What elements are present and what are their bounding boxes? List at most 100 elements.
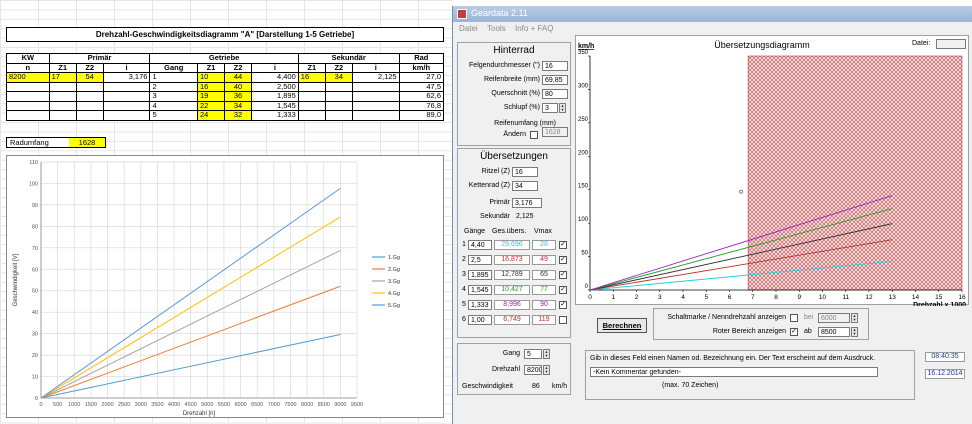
primaer-z2-cell[interactable]: 54 xyxy=(75,72,104,83)
berechnen-button[interactable]: Berechnen xyxy=(597,318,647,333)
gang-cell[interactable]: 4 xyxy=(149,100,198,111)
kmh-cell[interactable]: 62,6 xyxy=(398,91,445,102)
kmh-cell[interactable]: 89,0 xyxy=(398,110,445,121)
sek-z1-cell[interactable]: 16 xyxy=(297,72,326,83)
primaer-i-cell[interactable]: 3,176 xyxy=(102,72,151,83)
hdr-g-z1[interactable]: Z1 xyxy=(196,62,226,73)
ritzel-input[interactable] xyxy=(512,167,538,177)
hdr-sekundaer[interactable]: Sekundär xyxy=(297,53,400,64)
kmh-cell[interactable]: 47,5 xyxy=(398,81,445,92)
menu-datei[interactable]: Datei xyxy=(459,24,478,33)
hdr-primaer[interactable]: Primär xyxy=(48,53,151,64)
gear-i-cell[interactable]: 1,545 xyxy=(251,100,299,111)
kettenrad-input[interactable] xyxy=(512,181,538,191)
gang-cell[interactable]: 2 xyxy=(149,81,198,92)
hdr-g-i[interactable]: i xyxy=(251,62,299,73)
gear-checkbox[interactable]: ✓ xyxy=(559,256,567,264)
menu-info[interactable]: Info + FAQ xyxy=(515,24,554,33)
ab-input[interactable] xyxy=(818,327,850,337)
gang-cell[interactable]: 1 xyxy=(149,72,198,83)
bei-input[interactable] xyxy=(818,313,850,323)
x-tick-label: 7 xyxy=(751,294,755,301)
kw-cell[interactable]: 8200 xyxy=(6,72,50,83)
gear-ratio-input[interactable] xyxy=(468,285,492,295)
gear-ratio-input[interactable] xyxy=(468,300,492,310)
gear-z1-cell[interactable]: 16 xyxy=(196,81,226,92)
x-tick-label: 1500 xyxy=(85,402,97,408)
gear-i-cell[interactable]: 4,400 xyxy=(251,72,299,83)
table-row: 5 24 32 1,333 89,0 xyxy=(6,110,445,121)
gear-i-cell[interactable]: 2,500 xyxy=(251,81,299,92)
gear-i-cell[interactable]: 1,333 xyxy=(251,110,299,121)
gear-z2-cell[interactable]: 44 xyxy=(223,72,253,83)
gang-cell[interactable]: 5 xyxy=(149,110,198,121)
gear-z2-cell[interactable]: 36 xyxy=(223,91,253,102)
hdr-s-z2[interactable]: Z2 xyxy=(324,62,353,73)
primaer-input[interactable] xyxy=(512,198,542,208)
gear-z2-cell[interactable]: 34 xyxy=(223,100,253,111)
gear-checkbox[interactable]: ✓ xyxy=(559,286,567,294)
bei-spinner[interactable]: ▲ ▼ xyxy=(851,313,858,323)
drehzahl-spinner[interactable]: ▲ ▼ xyxy=(543,365,550,375)
aendern-checkbox[interactable] xyxy=(530,131,538,139)
hdr-rad[interactable]: Rad xyxy=(398,53,445,64)
schlupf-input[interactable] xyxy=(542,103,558,113)
menu-tools[interactable]: Tools xyxy=(487,24,506,33)
gear-checkbox[interactable] xyxy=(559,316,567,324)
hdr-getriebe[interactable]: Getriebe xyxy=(149,53,299,64)
gang-spinner[interactable]: ▲ ▼ xyxy=(543,349,550,359)
gear-ratio-input[interactable] xyxy=(468,255,492,265)
hdr-gang[interactable]: Gang xyxy=(149,62,198,73)
gear-z1-cell[interactable]: 19 xyxy=(196,91,226,102)
radumfang-label[interactable]: Radumfang xyxy=(10,138,49,147)
schaltmarke-checkbox[interactable] xyxy=(790,314,798,322)
gear-ratio-input[interactable] xyxy=(468,270,492,280)
hdr-p-z2[interactable]: Z2 xyxy=(75,62,104,73)
gear-checkbox[interactable]: ✓ xyxy=(559,301,567,309)
y-unit-label: km/h xyxy=(578,43,594,50)
hdr-kmh[interactable]: km/h xyxy=(398,62,445,73)
title-bar[interactable]: Geardata 2.11 xyxy=(453,6,972,22)
primaer-z1-cell[interactable]: 17 xyxy=(48,72,77,83)
col-gaenge: Gänge xyxy=(464,228,486,235)
reifenumfang-input[interactable] xyxy=(542,127,568,137)
hdr-s-z1[interactable]: Z1 xyxy=(297,62,326,73)
reifenbreite-input[interactable] xyxy=(542,75,568,85)
gang-cell[interactable]: 3 xyxy=(149,91,198,102)
gang-input[interactable] xyxy=(524,349,542,359)
felgen-input[interactable] xyxy=(542,61,568,71)
primaer-label: Primär xyxy=(489,199,510,206)
sek-z2-cell[interactable]: 34 xyxy=(324,72,353,83)
drehzahl-input[interactable] xyxy=(524,365,542,375)
gear-ratio-input[interactable] xyxy=(468,240,492,250)
gear-z2-cell[interactable]: 40 xyxy=(223,81,253,92)
gear-z1-cell[interactable]: 10 xyxy=(196,72,226,83)
gear-checkbox[interactable]: ✓ xyxy=(559,271,567,279)
comment-input[interactable] xyxy=(590,367,878,377)
roter-checkbox[interactable]: ✓ xyxy=(790,328,798,336)
gear-z1-cell[interactable]: 22 xyxy=(196,100,226,111)
gear-checkbox[interactable]: ✓ xyxy=(559,241,567,249)
querschnitt-input[interactable] xyxy=(542,89,568,99)
hdr-p-z1[interactable]: Z1 xyxy=(48,62,77,73)
excel-chart[interactable]: 0 10 20 30 40 50 60 70 80 90 100 110 0 500 1000 1500 200… xyxy=(6,155,444,418)
hdr-p-i[interactable]: i xyxy=(102,62,151,73)
sek-i-cell[interactable]: 2,125 xyxy=(351,72,400,83)
gear-vmax-value: 28 xyxy=(532,240,556,250)
hdr-n[interactable]: n xyxy=(6,62,50,73)
gear-z1-cell[interactable]: 24 xyxy=(196,110,226,121)
kmh-cell[interactable]: 76,8 xyxy=(398,100,445,111)
ab-spinner[interactable]: ▲ ▼ xyxy=(851,327,858,337)
gear-ratio-input[interactable] xyxy=(468,315,492,325)
x-tick-label: 6000 xyxy=(234,402,246,408)
hdr-kw[interactable]: KW xyxy=(6,53,50,64)
sheet-title[interactable]: Drehzahl-Geschwindigkeitsdiagramm "A" [D… xyxy=(6,27,444,42)
kmh-cell[interactable]: 27,0 xyxy=(398,72,445,83)
schlupf-spinner[interactable]: ▲ ▼ xyxy=(559,103,566,113)
radumfang-value[interactable]: 1628 xyxy=(69,138,105,147)
gear-z2-cell[interactable]: 32 xyxy=(223,110,253,121)
uebersetzungs-plot[interactable]: Übersetzungsdiagrammkm/h0501001502002503… xyxy=(576,36,970,306)
hdr-g-z2[interactable]: Z2 xyxy=(223,62,253,73)
hdr-s-i[interactable]: i xyxy=(351,62,400,73)
gear-i-cell[interactable]: 1,895 xyxy=(251,91,299,102)
